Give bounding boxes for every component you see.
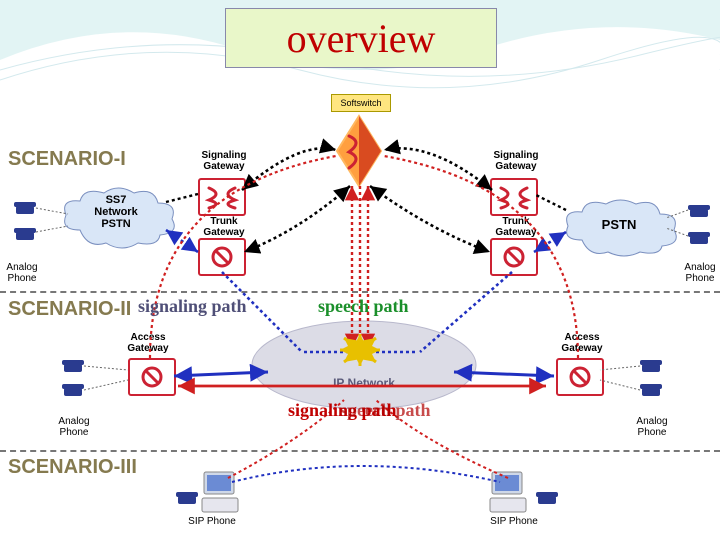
analog-phone-icon: [688, 230, 710, 246]
analog-phone-icon: [14, 226, 36, 242]
analog-phone-icon: [688, 203, 710, 219]
softswitch-icon: [333, 112, 385, 190]
sip-phone-right-label: SIP Phone: [484, 516, 544, 527]
analog-phone-right-label: Analog Phone: [680, 262, 720, 284]
divider-1: [0, 291, 720, 293]
sig-gateway-right-icon: [490, 178, 538, 216]
speech-path-mid-label: speech path: [340, 400, 431, 421]
sip-pc-left-icon: [200, 470, 246, 520]
access-gw-right-label: Access Gateway: [558, 332, 606, 354]
analog-phone-icon: [640, 382, 662, 398]
sip-phone-left-label: SIP Phone: [182, 516, 242, 527]
svg-text:IP Network: IP Network: [333, 376, 395, 390]
sig-gw-right-label: Signaling Gateway: [488, 150, 544, 172]
access-gw-left-label: Access Gateway: [124, 332, 172, 354]
signaling-path-top-label: signaling path: [138, 296, 247, 317]
sip-pc-right-icon: [488, 470, 534, 520]
analog-phone-icon: [62, 358, 84, 374]
scenario-1-label: SCENARIO-I: [8, 148, 126, 171]
softswitch-label-box: Softswitch: [331, 94, 391, 112]
analog-phone-icon: [14, 200, 36, 216]
softswitch-label: Softswitch: [340, 98, 381, 108]
ss7-cloud-label: SS7 Network PSTN: [86, 194, 146, 230]
trunk-gateway-right-icon: [490, 238, 538, 276]
analog-phone-left-label: Analog Phone: [2, 262, 42, 284]
divider-2: [0, 450, 720, 452]
analog-phone-icon: [62, 382, 84, 398]
analog-phone-right2-label: Analog Phone: [632, 416, 672, 438]
analog-phone-icon: [640, 358, 662, 374]
title-box: overview: [225, 8, 497, 68]
trunk-gw-right-label: Trunk Gateway: [492, 216, 540, 238]
speech-path-label: speech path: [318, 296, 409, 317]
page-title: overview: [287, 15, 436, 62]
analog-phone-icon: [536, 490, 558, 506]
analog-phone-left2-label: Analog Phone: [54, 416, 94, 438]
trunk-gw-left-label: Trunk Gateway: [200, 216, 248, 238]
access-gateway-left-icon: [128, 358, 176, 396]
trunk-gateway-left-icon: [198, 238, 246, 276]
diagram-stage: overview SCENARIO-I SCENARIO-II SCENARIO…: [0, 0, 720, 540]
scenario-3-label: SCENARIO-III: [8, 456, 137, 479]
pstn-cloud-label: PSTN: [594, 218, 644, 232]
analog-phone-icon: [176, 490, 198, 506]
sig-gateway-left-icon: [198, 178, 246, 216]
sig-gw-left-label: Signaling Gateway: [196, 150, 252, 172]
scenario-2-label: SCENARIO-II: [8, 298, 131, 321]
access-gateway-right-icon: [556, 358, 604, 396]
